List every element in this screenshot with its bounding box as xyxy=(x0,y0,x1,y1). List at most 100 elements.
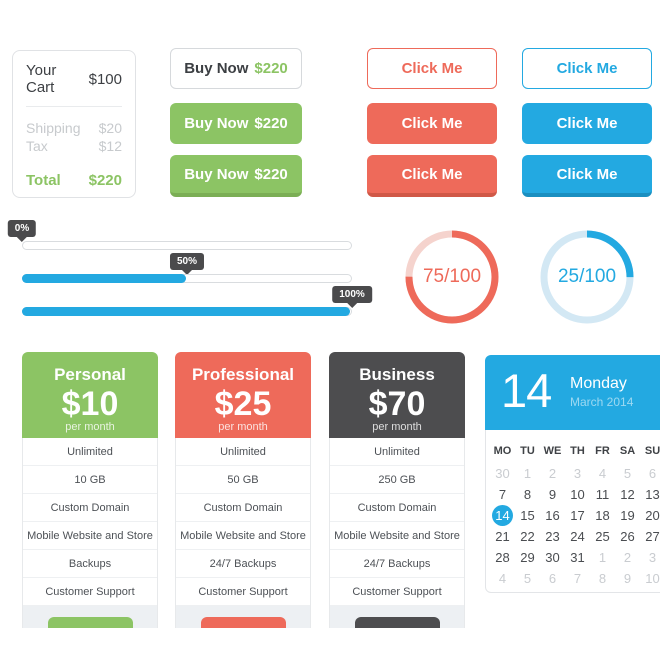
calendar-day[interactable]: 4 xyxy=(499,571,506,586)
feature-row: Unlimited xyxy=(23,438,157,466)
calendar-day[interactable]: 27 xyxy=(645,529,659,544)
calendar-day[interactable]: 13 xyxy=(645,487,659,502)
click-me-label: Click Me xyxy=(556,60,618,77)
calendar-day[interactable]: 30 xyxy=(545,550,559,565)
buy-now-button-flat[interactable]: Buy Now $220 xyxy=(170,103,302,144)
tax-label: Tax xyxy=(26,138,48,154)
buy-now-label: Buy Now xyxy=(184,115,249,132)
buy-now-button-3d[interactable]: Buy Now $220 xyxy=(170,155,302,197)
calendar-day[interactable]: 19 xyxy=(620,508,634,523)
calendar-day[interactable]: 30 xyxy=(495,466,509,481)
calendar-day-number: 30 xyxy=(545,550,560,565)
progress-tooltip: 0% xyxy=(7,220,37,237)
plan-period: per month xyxy=(218,421,268,433)
calendar-day[interactable]: 5 xyxy=(524,571,531,586)
calendar-day[interactable]: 1 xyxy=(524,466,531,481)
calendar-weekday: Monday xyxy=(570,375,627,392)
calendar-day[interactable]: 11 xyxy=(596,487,610,502)
calendar-day[interactable]: 2 xyxy=(549,466,556,481)
click-me-red-outline[interactable]: Click Me xyxy=(367,48,497,89)
calendar-day-header: SA xyxy=(619,445,636,457)
calendar-day-number: 15 xyxy=(520,508,535,523)
calendar-day[interactable]: 2 xyxy=(624,550,631,565)
gauge-value: 75/100 xyxy=(422,266,482,287)
calendar-day-number: 12 xyxy=(620,487,635,502)
calendar-day[interactable]: 29 xyxy=(520,550,534,565)
plan-feature-list: Unlimited 250 GB Custom Domain Mobile Websi… xyxy=(329,438,465,606)
calendar-day-number: 10 xyxy=(645,571,660,586)
calendar-day-number: 19 xyxy=(620,508,635,523)
calendar-day-number: 4 xyxy=(498,571,507,586)
calendar-day-number: 20 xyxy=(645,508,660,523)
calendar-day-number: 9 xyxy=(623,571,632,586)
calendar-day[interactable]: 3 xyxy=(649,550,656,565)
calendar-day[interactable]: 6 xyxy=(549,571,556,586)
calendar-day[interactable]: 16 xyxy=(545,508,559,523)
calendar-day[interactable]: 28 xyxy=(495,550,509,565)
calendar-day-number: 3 xyxy=(573,466,582,481)
click-me-label: Click Me xyxy=(556,115,618,132)
shipping-value: $20 xyxy=(98,120,122,136)
calendar-day[interactable]: 7 xyxy=(499,487,506,502)
plan-price: $10 xyxy=(61,385,119,423)
calendar-day[interactable]: 9 xyxy=(624,571,631,586)
calendar-day[interactable]: 3 xyxy=(574,466,581,481)
calendar-day[interactable]: 18 xyxy=(595,508,609,523)
feature-row: Customer Support xyxy=(23,578,157,606)
calendar-day-number: 24 xyxy=(570,529,585,544)
feature-row: Custom Domain xyxy=(176,494,310,522)
calendar-day[interactable]: 25 xyxy=(595,529,609,544)
calendar-day[interactable]: 10 xyxy=(645,571,659,586)
cart-amount: $100 xyxy=(88,70,122,88)
calendar-day-number: 8 xyxy=(523,487,532,502)
cart-line-tax: Tax $12 xyxy=(26,137,122,155)
calendar-day[interactable]: 10 xyxy=(570,487,584,502)
calendar-day-number: 2 xyxy=(623,550,632,565)
plan-price: $70 xyxy=(368,385,426,423)
buy-now-label: Buy Now xyxy=(184,60,249,77)
click-me-red-3d[interactable]: Click Me xyxy=(367,155,497,197)
calendar-day[interactable]: 22 xyxy=(520,529,534,544)
calendar-day[interactable]: 8 xyxy=(524,487,531,502)
click-me-blue-outline[interactable]: Click Me xyxy=(522,48,652,89)
plan-name: Professional xyxy=(191,365,295,384)
calendar-day[interactable]: 12 xyxy=(620,487,634,502)
calendar-day-number: 31 xyxy=(570,550,585,565)
calendar-day[interactable]: 17 xyxy=(570,508,584,523)
calendar-day[interactable]: 5 xyxy=(624,466,631,481)
click-me-blue-3d[interactable]: Click Me xyxy=(522,155,652,197)
calendar-day[interactable]: 23 xyxy=(545,529,559,544)
calendar-day-number: 17 xyxy=(570,508,585,523)
calendar-day[interactable]: 15 xyxy=(520,508,534,523)
click-me-blue-flat[interactable]: Click Me xyxy=(522,103,652,144)
calendar-day[interactable]: 14 xyxy=(492,505,513,526)
calendar-day[interactable]: 1 xyxy=(599,550,606,565)
calendar-day[interactable]: 8 xyxy=(599,571,606,586)
calendar-day[interactable]: 26 xyxy=(620,529,634,544)
buy-now-price: $220 xyxy=(254,60,288,77)
calendar-day-number: 4 xyxy=(598,466,607,481)
click-me-red-flat[interactable]: Click Me xyxy=(367,103,497,144)
calendar-day-number: 28 xyxy=(495,550,510,565)
calendar-day[interactable]: 21 xyxy=(495,529,509,544)
gauge-value: 25/100 xyxy=(557,266,617,287)
calendar-day[interactable]: 31 xyxy=(570,550,584,565)
calendar-day[interactable]: 24 xyxy=(570,529,584,544)
calendar-day[interactable]: 4 xyxy=(599,466,606,481)
cart-lines: Shipping $20 Tax $12 xyxy=(26,107,122,155)
buy-now-price: $220 xyxy=(254,165,288,183)
calendar-day[interactable]: 9 xyxy=(549,487,556,502)
calendar-day[interactable]: 7 xyxy=(574,571,581,586)
calendar-day[interactable]: 20 xyxy=(645,508,659,523)
pricing-plan-professional: Professional $25 per month Unlimited 50 G… xyxy=(175,352,311,647)
calendar-selected-day: 14 xyxy=(501,364,552,417)
feature-row: Unlimited xyxy=(330,438,464,466)
calendar-day-header: TU xyxy=(520,445,535,457)
calendar-day-number: 22 xyxy=(520,529,535,544)
calendar-day[interactable]: 6 xyxy=(649,466,656,481)
buy-now-label: Buy Now xyxy=(184,165,249,183)
progress-bar-100: 100% xyxy=(22,286,372,316)
buy-now-button-outline[interactable]: Buy Now $220 xyxy=(170,48,302,89)
gauge-75: 75/100 xyxy=(404,229,500,325)
plan-period: per month xyxy=(65,421,115,433)
